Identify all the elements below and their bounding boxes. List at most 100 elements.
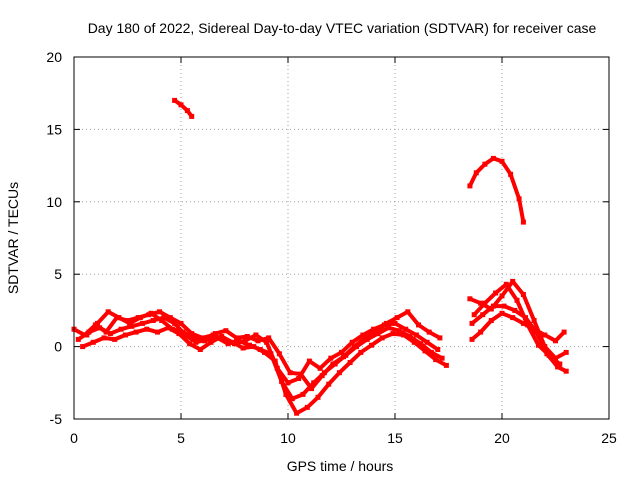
y-tick-label: -5 [50, 411, 63, 427]
data-point [510, 315, 516, 321]
y-tick-label: 15 [46, 121, 62, 137]
data-point [347, 360, 353, 365]
data-point [488, 318, 494, 323]
data-point [304, 404, 310, 410]
data-point [520, 320, 526, 326]
data-point [157, 309, 163, 315]
y-tick-label: 5 [54, 266, 62, 282]
data-point [169, 326, 175, 332]
data-point [191, 335, 197, 341]
data-point [563, 349, 569, 355]
data-point [80, 344, 86, 350]
data-point [144, 326, 150, 332]
data-point [339, 349, 344, 355]
data-point [482, 161, 488, 167]
data-point [189, 331, 195, 337]
data-point [326, 381, 332, 387]
data-point [298, 371, 304, 377]
data-point [262, 349, 267, 355]
data-point [379, 335, 385, 341]
data-point [341, 354, 347, 360]
data-point [351, 344, 357, 350]
data-point [520, 292, 526, 297]
data-point [240, 345, 246, 351]
data-point [542, 332, 548, 338]
data-point [229, 339, 235, 345]
series-line-track-8 [470, 311, 567, 343]
data-point [315, 394, 321, 400]
data-point [223, 328, 229, 334]
data-point [407, 334, 413, 339]
data-point [555, 364, 561, 370]
data-point [439, 355, 445, 361]
data-point [514, 297, 520, 303]
data-point [127, 320, 133, 326]
data-point [480, 312, 486, 318]
data-point [383, 320, 389, 326]
data-point [140, 320, 145, 326]
data-point [97, 325, 103, 331]
data-point [161, 315, 167, 321]
data-point [396, 328, 402, 334]
data-point [255, 338, 261, 344]
data-point [253, 332, 259, 338]
data-point [107, 331, 113, 337]
data-point [101, 335, 107, 341]
data-point [493, 290, 499, 296]
data-point [362, 335, 368, 341]
data-point [512, 307, 518, 313]
data-point [296, 376, 302, 381]
data-point [418, 341, 424, 347]
data-point [264, 339, 270, 345]
data-point [433, 357, 439, 363]
data-point [212, 331, 218, 337]
data-point [469, 336, 475, 342]
series-line-track-5 [467, 279, 569, 361]
data-point [490, 303, 496, 309]
data-point [180, 329, 186, 335]
grid [74, 57, 609, 419]
data-point [563, 368, 569, 374]
x-axis-label: GPS time / hours [287, 458, 394, 474]
data-point [349, 339, 355, 345]
data-point [405, 309, 411, 315]
data-point [155, 329, 160, 335]
data-point [520, 219, 526, 225]
data-point [413, 332, 419, 338]
data-point [122, 332, 128, 338]
x-tick-label: 10 [280, 430, 296, 446]
data-point [272, 358, 278, 364]
data-point [401, 332, 407, 338]
data-point [469, 320, 475, 326]
data-point [471, 312, 477, 318]
data-point [435, 347, 441, 352]
data-point [234, 335, 240, 341]
data-point [90, 339, 96, 345]
data-point [159, 318, 165, 323]
data-point [422, 348, 428, 354]
data-point [490, 155, 496, 161]
data-point [428, 349, 434, 355]
x-tick-label: 5 [177, 430, 185, 446]
data-point [287, 370, 293, 376]
data-point [300, 391, 306, 397]
y-tick-label: 10 [46, 194, 62, 210]
data-point [467, 183, 473, 189]
data-point [199, 335, 205, 341]
data-point [266, 335, 272, 341]
data-point [336, 370, 342, 376]
data-point [178, 320, 184, 326]
data-point [499, 158, 505, 164]
data-point [424, 339, 430, 345]
data-point [172, 320, 178, 326]
data-point [317, 365, 323, 371]
data-point [105, 309, 111, 315]
data-point [369, 342, 374, 348]
data-point [403, 326, 409, 332]
data-point [197, 347, 203, 352]
data-point [75, 336, 81, 342]
data-point [137, 315, 143, 321]
data-point [283, 391, 289, 397]
y-tick-label: 0 [54, 339, 62, 355]
